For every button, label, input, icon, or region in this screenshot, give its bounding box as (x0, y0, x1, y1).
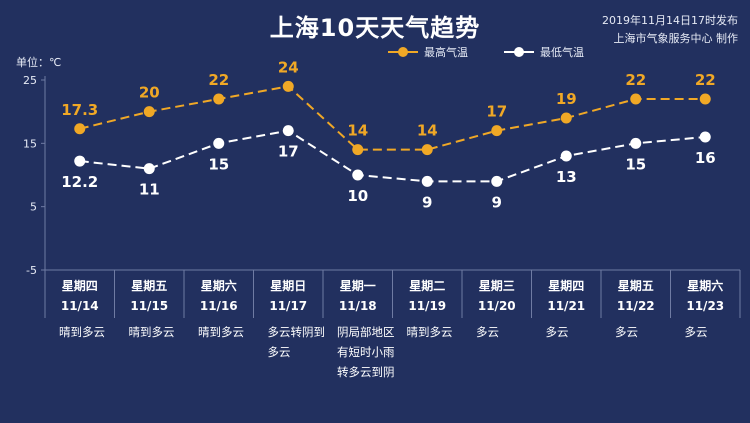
unit-label: 单位：℃ (16, 56, 62, 69)
data-label-low: 9 (492, 193, 502, 211)
data-label-high: 24 (278, 58, 299, 76)
y-tick-label: 25 (23, 74, 37, 87)
weather-text: 多云 (268, 345, 291, 359)
data-label-high: 17 (486, 103, 507, 121)
weekday-label: 星期日 (270, 278, 306, 293)
publish-time: 2019年11月14日17时发布 (602, 14, 738, 27)
data-label-low: 10 (347, 187, 368, 205)
data-point-low (630, 137, 642, 149)
weather-text: 晴到多云 (59, 325, 105, 339)
data-label-high: 14 (417, 122, 438, 140)
weekday-label: 星期五 (131, 278, 167, 293)
weather-text: 有短时小雨 (337, 345, 395, 359)
date-label: 11/15 (130, 299, 168, 313)
date-label: 11/14 (61, 299, 99, 313)
date-label: 11/18 (339, 299, 377, 313)
data-label-high: 14 (347, 122, 368, 140)
data-point-high (421, 144, 433, 156)
legend-item-low: 最低气温 (504, 44, 584, 60)
date-label: 11/21 (547, 299, 585, 313)
legend: 最高气温 最低气温 (388, 44, 620, 60)
chart-title: 上海10天天气趋势 (269, 14, 481, 42)
data-label-low: 15 (625, 155, 646, 173)
data-point-high (560, 112, 572, 124)
data-point-low (282, 125, 294, 137)
data-label-high: 22 (625, 71, 646, 89)
data-label-high: 20 (139, 84, 160, 102)
data-label-high: 19 (556, 90, 577, 108)
date-label: 11/17 (269, 299, 307, 313)
y-tick-label: 15 (23, 137, 37, 150)
data-point-high (213, 93, 225, 105)
data-label-low: 12.2 (61, 173, 98, 191)
weather-text: 晴到多云 (198, 325, 244, 339)
data-point-high (282, 80, 294, 92)
data-point-high (352, 144, 364, 156)
data-label-low: 17 (278, 143, 299, 161)
weekday-label: 星期四 (548, 278, 584, 293)
data-point-low (352, 169, 364, 181)
data-point-high (630, 93, 642, 105)
date-label: 11/22 (617, 299, 655, 313)
data-label-low: 11 (139, 181, 160, 199)
date-label: 11/20 (478, 299, 516, 313)
weather-text: 晴到多云 (407, 325, 453, 339)
publish-info: 2019年11月14日17时发布 上海市气象服务中心 制作 (602, 12, 738, 48)
data-label-low: 15 (208, 155, 229, 173)
data-point-low (491, 175, 503, 187)
y-tick-label: 5 (30, 201, 37, 214)
weekday-label: 星期三 (479, 278, 515, 293)
series-line-high (79, 85, 706, 151)
weekday-label: 星期四 (62, 278, 98, 293)
weather-text: 阴局部地区 (337, 325, 395, 339)
weekday-label: 星期六 (687, 278, 723, 293)
series-line-low (79, 129, 706, 183)
data-label-high: 22 (208, 71, 229, 89)
legend-low-label: 最低气温 (540, 46, 584, 59)
legend-item-high: 最高气温 (388, 44, 468, 60)
weather-text: 多云 (685, 325, 708, 339)
weather-text: 多云 (615, 325, 638, 339)
data-point-low (560, 150, 572, 162)
data-point-low (213, 137, 225, 149)
date-label: 11/23 (686, 299, 724, 313)
legend-high-marker (388, 47, 418, 57)
data-point-low (74, 155, 86, 167)
weather-text: 多云转阴到 (268, 325, 326, 339)
legend-low-marker (504, 47, 534, 57)
weather-text: 晴到多云 (129, 325, 175, 339)
publisher: 上海市气象服务中心 制作 (613, 32, 739, 45)
weather-text: 转多云到阴 (337, 365, 395, 379)
legend-high-label: 最高气温 (424, 46, 468, 59)
data-point-high (143, 106, 155, 118)
data-label-low: 13 (556, 168, 577, 186)
data-label-low: 16 (695, 149, 716, 167)
data-label-low: 9 (422, 193, 432, 211)
data-point-low (421, 175, 433, 187)
data-point-low (143, 163, 155, 175)
y-tick-label: -5 (26, 264, 37, 277)
weekday-label: 星期二 (409, 278, 445, 293)
data-point-high (491, 125, 503, 137)
weekday-label: 星期六 (201, 278, 237, 293)
weekday-label: 星期五 (618, 278, 654, 293)
weather-text: 多云 (476, 325, 499, 339)
data-point-high (699, 93, 711, 105)
data-point-high (74, 123, 86, 135)
data-point-low (699, 131, 711, 143)
data-label-high: 22 (695, 71, 716, 89)
weather-text: 多云 (546, 325, 569, 339)
data-label-high: 17.3 (61, 101, 98, 119)
date-label: 11/16 (200, 299, 238, 313)
weekday-label: 星期一 (340, 278, 376, 293)
date-label: 11/19 (408, 299, 446, 313)
